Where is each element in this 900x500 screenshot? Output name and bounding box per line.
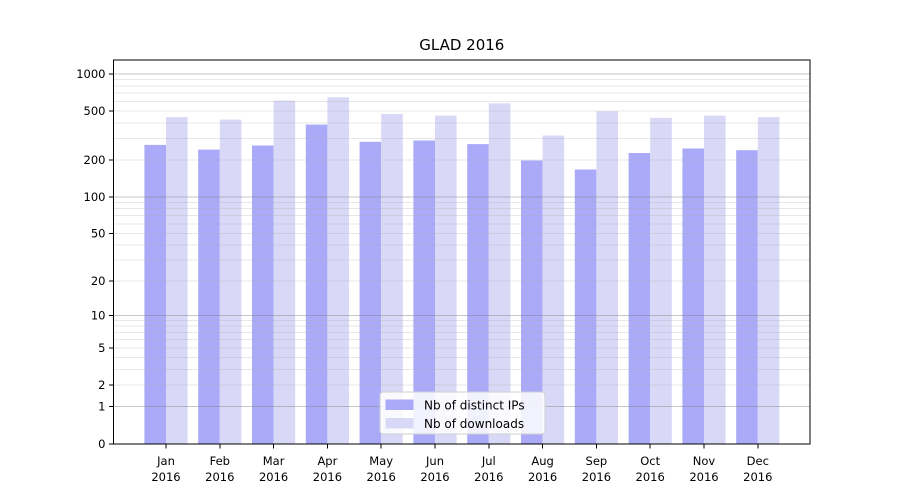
x-tick-label-month-nov: Nov <box>693 454 716 468</box>
x-tick-label-month-dec: Dec <box>747 454 769 468</box>
y-axis: 0 1 2 5 10 20 50 100 200 500 1000 <box>76 67 114 451</box>
legend-label-nb-of-downloads: Nb of downloads <box>424 417 524 431</box>
bar-nb-of-downloads-sep <box>596 111 618 444</box>
bar-nb-of-downloads-mar <box>273 100 296 444</box>
y-tick-label-10: 10 <box>91 308 106 322</box>
bar-nb-of-distinct-ips-aug <box>521 160 543 444</box>
x-tick-label-year-feb: 2016 <box>205 470 234 484</box>
legend-swatch-nb-of-distinct-ips <box>385 399 414 410</box>
x-tick-label-month-jul: Jul <box>481 454 496 468</box>
legend-label-nb-of-distinct-ips: Nb of distinct IPs <box>424 399 525 413</box>
bar-nb-of-downloads-may <box>381 113 403 445</box>
x-tick-label-year-jun: 2016 <box>420 470 449 484</box>
bar-nb-of-downloads-apr <box>327 97 349 445</box>
x-tick-label-month-jan: Jan <box>156 454 175 468</box>
bar-nb-of-downloads-jun <box>435 115 457 444</box>
bar-nb-of-downloads-jul <box>488 103 511 445</box>
chart-title: GLAD 2016 <box>419 36 504 54</box>
y-tick-label-50: 50 <box>91 226 106 240</box>
x-tick-label-month-sep: Sep <box>586 454 608 468</box>
x-tick-label-year-nov: 2016 <box>689 470 718 484</box>
series-nb-of-downloads <box>166 97 780 445</box>
x-tick-label-month-jun: Jun <box>425 454 444 468</box>
y-tick-label-1000: 1000 <box>76 67 105 81</box>
bar-nb-of-distinct-ips-nov <box>682 148 704 444</box>
bar-nb-of-downloads-aug <box>542 135 565 444</box>
bar-nb-of-distinct-ips-jul <box>467 144 489 444</box>
y-tick-label-1: 1 <box>98 400 105 414</box>
plot-spines <box>113 59 811 445</box>
gridlines <box>113 73 810 408</box>
y-tick-label-100: 100 <box>84 190 106 204</box>
bar-nb-of-distinct-ips-jun <box>413 140 435 444</box>
bar-nb-of-distinct-ips-apr <box>305 124 328 444</box>
y-tick-label-0: 0 <box>98 437 105 451</box>
x-tick-label-month-mar: Mar <box>263 454 285 468</box>
x-tick-label-year-aug: 2016 <box>528 470 557 484</box>
legend: Nb of distinct IPs Nb of downloads <box>379 391 546 435</box>
y-tick-label-20: 20 <box>91 274 106 288</box>
series-nb-of-distinct-ips <box>144 124 758 445</box>
bar-nb-of-distinct-ips-mar <box>252 145 274 444</box>
bar-nb-of-downloads-jan <box>166 117 188 444</box>
x-tick-label-year-apr: 2016 <box>313 470 342 484</box>
x-tick-label-month-feb: Feb <box>210 454 230 468</box>
y-tick-label-200: 200 <box>84 153 106 167</box>
y-tick-label-2: 2 <box>98 378 105 392</box>
x-axis: Jan 2016 Feb 2016 Mar 2016 Apr 2016 May 2016 Jun 20… <box>151 444 772 484</box>
x-tick-label-year-jan: 2016 <box>151 470 180 484</box>
x-tick-label-year-may: 2016 <box>367 470 396 484</box>
bar-nb-of-downloads-feb <box>219 119 242 444</box>
legend-swatch-nb-of-downloads <box>385 418 414 429</box>
bar-nb-of-downloads-dec <box>757 117 780 444</box>
x-tick-label-month-may: May <box>369 454 393 468</box>
bar-nb-of-distinct-ips-jan <box>144 144 166 444</box>
x-tick-label-month-oct: Oct <box>640 454 660 468</box>
x-tick-label-year-jul: 2016 <box>474 470 503 484</box>
y-tick-label-500: 500 <box>84 104 106 118</box>
y-tick-label-5: 5 <box>98 341 105 355</box>
x-tick-label-month-aug: Aug <box>531 454 553 468</box>
bar-nb-of-distinct-ips-may <box>359 141 382 445</box>
x-tick-label-year-oct: 2016 <box>636 470 665 484</box>
legend-box <box>379 391 546 435</box>
bar-nb-of-distinct-ips-oct <box>628 153 651 444</box>
x-tick-label-year-dec: 2016 <box>743 470 772 484</box>
x-tick-label-month-apr: Apr <box>317 454 337 468</box>
bar-nb-of-distinct-ips-feb <box>198 149 220 444</box>
bar-nb-of-distinct-ips-dec <box>736 150 758 444</box>
bar-nb-of-downloads-oct <box>650 117 672 445</box>
x-tick-label-year-mar: 2016 <box>259 470 288 484</box>
bar-nb-of-distinct-ips-sep <box>574 169 597 444</box>
x-tick-label-year-sep: 2016 <box>582 470 611 484</box>
bar-nb-of-downloads-nov <box>704 115 726 444</box>
